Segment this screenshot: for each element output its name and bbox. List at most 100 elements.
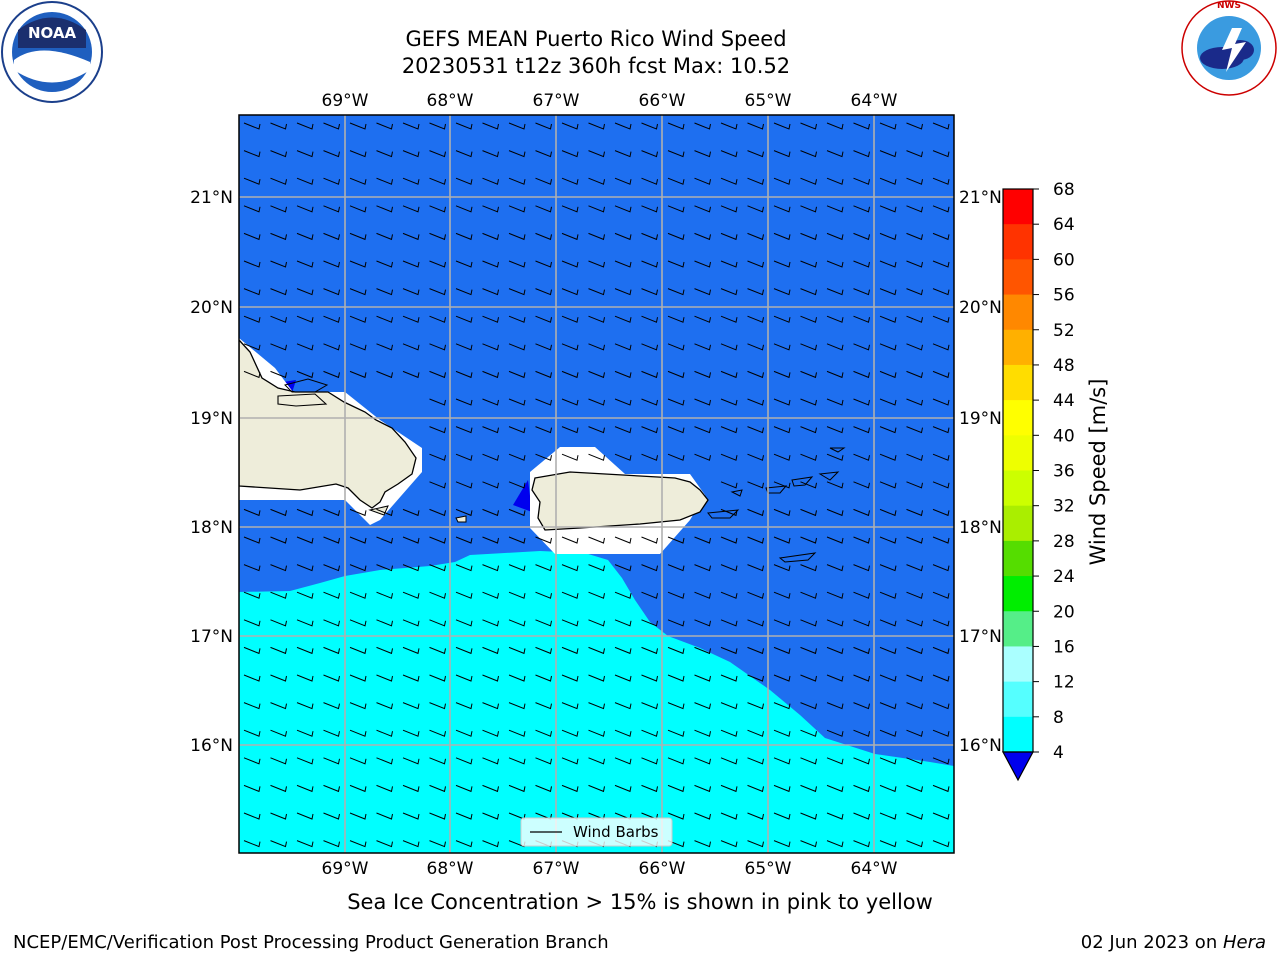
wind-barb <box>349 812 367 820</box>
wind-barb <box>323 232 340 241</box>
wind-barb <box>508 370 526 379</box>
wind-barb <box>800 757 817 765</box>
wind-barb <box>296 232 314 241</box>
wind-barb <box>667 260 685 268</box>
colorbar-tick-label: 40 <box>1053 426 1075 446</box>
wind-barb <box>720 150 738 158</box>
wind-barb <box>879 702 897 710</box>
wind-barb <box>773 729 791 737</box>
wind-barb <box>641 260 658 268</box>
wind-barb <box>561 205 579 213</box>
wind-barb <box>561 343 579 351</box>
wind-barb <box>720 784 738 793</box>
wind-barb <box>720 564 738 572</box>
wind-barb <box>773 370 791 379</box>
wind-barb <box>588 536 605 544</box>
wind-barb <box>588 398 605 406</box>
wind-barb <box>720 205 738 213</box>
wind-barb <box>720 343 738 351</box>
wind-barb <box>773 840 791 848</box>
wind-barb <box>879 315 897 323</box>
wind-barb <box>455 260 473 268</box>
wind-barb <box>376 840 393 848</box>
wind-barb <box>694 426 711 434</box>
wind-barb <box>561 702 579 710</box>
wind-barb <box>720 646 738 655</box>
wind-barb <box>429 757 446 765</box>
wind-barb <box>614 122 632 130</box>
wind-barb <box>455 564 473 572</box>
wind-barb <box>455 205 473 213</box>
wind-barb <box>667 674 685 682</box>
wind-barb <box>614 757 632 765</box>
wind-barb <box>296 729 314 737</box>
wind-barb <box>349 508 367 517</box>
wind-barb <box>243 536 261 544</box>
wind-barb <box>270 564 287 572</box>
wind-barb <box>482 426 499 434</box>
wind-barb <box>747 232 764 241</box>
lat-label: 19°N <box>190 409 233 429</box>
wind-barb <box>482 343 499 351</box>
wind-barb <box>826 481 844 489</box>
wind-barb <box>535 288 552 296</box>
wind-barb <box>482 150 499 158</box>
wind-barb <box>243 122 261 130</box>
wind-barb <box>482 757 499 765</box>
wind-barb <box>773 646 791 655</box>
colorbar-tick-label: 32 <box>1053 497 1075 517</box>
wind-barb <box>694 177 711 185</box>
lon-label: 68°W <box>427 859 474 879</box>
wind-barb <box>826 757 844 765</box>
wind-barb <box>800 370 817 379</box>
wind-barb <box>349 288 367 296</box>
wind-barb <box>508 343 526 351</box>
wind-barb <box>535 591 552 599</box>
wind-barb <box>296 674 314 682</box>
wind-barb <box>641 646 658 655</box>
wind-barb <box>588 619 605 627</box>
wind-barb <box>296 205 314 213</box>
wind-barb <box>747 398 764 406</box>
wind-barb <box>773 702 791 710</box>
wind-barb <box>455 398 473 406</box>
wind-barb <box>853 260 870 268</box>
wind-barb <box>561 177 579 185</box>
wind-barb <box>614 674 632 682</box>
wind-barb <box>932 591 950 599</box>
wind-barb <box>932 784 950 793</box>
wind-barb <box>879 508 897 517</box>
colorbar-tick-label: 60 <box>1053 250 1075 270</box>
wind-barb <box>879 122 897 130</box>
wind-barb <box>641 177 658 185</box>
wind-barb <box>906 481 923 489</box>
colorbar-tick-label: 16 <box>1053 637 1075 657</box>
wind-barb <box>747 343 764 351</box>
wind-barb <box>349 122 367 130</box>
wind-barb <box>402 315 420 323</box>
wind-barb <box>376 508 393 517</box>
wind-barb <box>429 674 446 682</box>
wind-barb <box>588 150 605 158</box>
wind-barb <box>879 674 897 682</box>
wind-barb <box>906 646 923 655</box>
wind-barb <box>455 150 473 158</box>
lon-label: 67°W <box>533 91 580 111</box>
wind-barb <box>800 591 817 599</box>
wind-barb <box>773 674 791 682</box>
wind-barb <box>853 453 870 461</box>
wind-barb <box>349 232 367 241</box>
wind-barb <box>243 729 261 737</box>
chart-title: GEFS MEAN Puerto Rico Wind Speed <box>405 27 787 51</box>
wind-barb <box>773 343 791 351</box>
wind-barb <box>720 674 738 682</box>
wind-barb <box>535 177 552 185</box>
wind-barb <box>720 177 738 185</box>
wind-barb <box>853 177 870 185</box>
wind-barb <box>243 591 261 599</box>
wind-barb <box>906 784 923 793</box>
wind-barb <box>747 646 764 655</box>
wind-barb <box>641 784 658 793</box>
wind-barb <box>747 370 764 379</box>
wind-barb <box>879 398 897 406</box>
